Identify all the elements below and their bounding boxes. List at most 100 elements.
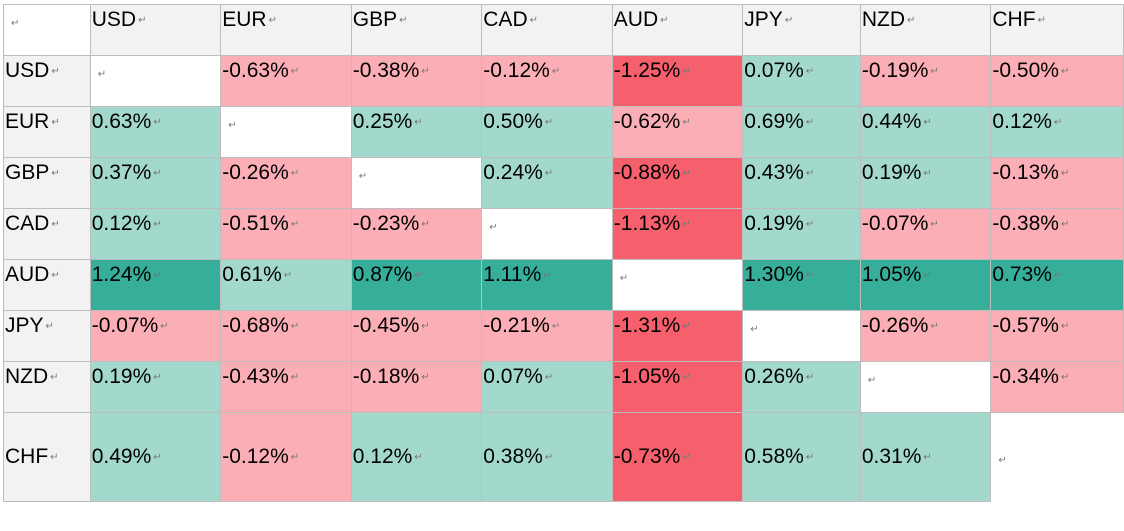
paragraph-mark: ↵	[930, 320, 939, 332]
table-cell: 0.73% ↵	[990, 259, 1124, 311]
paragraph-mark: ↵	[805, 65, 815, 77]
table-cell: 0.87% ↵	[350, 259, 483, 311]
table-cell: -0.57% ↵	[990, 310, 1124, 362]
row-header-cad: CAD ↵	[3, 208, 91, 260]
table-cell: 0.12% ↵	[350, 412, 483, 502]
table-cell: ↵	[481, 208, 613, 260]
paragraph-mark: ↵	[153, 451, 162, 463]
paragraph-mark: ↵	[544, 116, 554, 128]
table-cell: 0.44% ↵	[859, 106, 992, 158]
paragraph-mark: ↵	[268, 14, 277, 26]
table-cell: -0.63% ↵	[220, 55, 352, 107]
table-cell: ↵	[89, 55, 222, 107]
paragraph-mark: ↵	[930, 65, 939, 77]
paragraph-mark: ↵	[867, 375, 877, 386]
paragraph-mark: ↵	[1060, 320, 1070, 332]
table-row: GBP ↵ 0.37% ↵ -0.26% ↵ ↵ 0.24% ↵ -0.88% ↵ 0.43% ↵ 0.1…	[3, 157, 1124, 209]
table-cell: -0.18% ↵	[350, 361, 483, 413]
column-header-usd: USD ↵	[89, 4, 222, 56]
table-cell: -0.07% ↵	[89, 310, 222, 362]
column-header-jpy: JPY ↵	[742, 4, 861, 56]
paragraph-mark: ↵	[153, 116, 162, 128]
paragraph-mark: ↵	[544, 167, 554, 179]
paragraph-mark: ↵	[421, 320, 430, 332]
paragraph-mark: ↵	[660, 14, 669, 26]
paragraph-mark: ↵	[682, 116, 691, 128]
paragraph-mark: ↵	[138, 14, 147, 26]
paragraph-mark: ↵	[51, 269, 60, 281]
paragraph-mark: ↵	[923, 451, 932, 463]
column-header-eur: EUR ↵	[220, 4, 352, 56]
table-cell: 0.07% ↵	[481, 361, 613, 413]
paragraph-mark: ↵	[290, 320, 300, 332]
paragraph-mark: ↵	[551, 320, 561, 332]
paragraph-mark: ↵	[153, 167, 162, 179]
table-cell: -0.12% ↵	[220, 412, 352, 502]
table-cell: 1.30% ↵	[742, 259, 861, 311]
paragraph-mark: ↵	[45, 320, 54, 332]
paragraph-mark: ↵	[682, 167, 691, 179]
paragraph-mark: ↵	[923, 167, 932, 179]
paragraph-mark: ↵	[358, 171, 368, 182]
table-cell: ↵	[742, 310, 861, 362]
paragraph-mark: ↵	[998, 455, 1007, 467]
paragraph-mark: ↵	[784, 14, 794, 26]
table-cell: 0.61% ↵	[220, 259, 352, 311]
table-cell: 0.19% ↵	[742, 208, 861, 260]
table-cell: 0.25% ↵	[350, 106, 483, 158]
table-cell: -0.43% ↵	[220, 361, 352, 413]
table-cell: -0.62% ↵	[611, 106, 744, 158]
table-cell: -0.13% ↵	[990, 157, 1124, 209]
table-cell: 0.19% ↵	[89, 361, 222, 413]
paragraph-mark: ↵	[923, 116, 932, 128]
paragraph-mark: ↵	[682, 451, 691, 463]
paragraph-mark: ↵	[290, 65, 300, 77]
paragraph-mark: ↵	[51, 116, 60, 128]
table-cell: -1.05% ↵	[611, 361, 744, 413]
table-cell: 1.11% ↵	[481, 259, 613, 311]
table-cell: -0.51% ↵	[220, 208, 352, 260]
paragraph-mark: ↵	[51, 167, 60, 179]
row-header-eur: EUR ↵	[3, 106, 91, 158]
paragraph-mark: ↵	[399, 14, 408, 26]
paragraph-mark: ↵	[750, 324, 759, 335]
row-header-jpy: JPY ↵	[3, 310, 91, 362]
table-cell: -0.19% ↵	[859, 55, 992, 107]
table-cell: 0.38% ↵	[481, 412, 613, 502]
paragraph-mark: ↵	[153, 371, 162, 383]
paragraph-mark: ↵	[153, 218, 162, 230]
table-cell: ↵	[859, 361, 992, 413]
table-cell: -0.26% ↵	[859, 310, 992, 362]
paragraph-mark: ↵	[529, 14, 538, 26]
paragraph-mark: ↵	[1060, 167, 1070, 179]
paragraph-mark: ↵	[421, 65, 430, 77]
header-row: ↵ USD ↵ EUR ↵ GBP ↵ CAD ↵ AUD ↵ JPY ↵ NZD ↵ CHF ↵	[3, 4, 1124, 56]
paragraph-mark: ↵	[805, 371, 815, 383]
paragraph-mark: ↵	[1060, 371, 1070, 383]
paragraph-mark: ↵	[153, 269, 162, 281]
column-header-chf: CHF ↵	[990, 4, 1124, 56]
table-cell: -0.38% ↵	[350, 55, 483, 107]
table-cell: ↵	[990, 412, 1124, 502]
table-cell: -0.26% ↵	[220, 157, 352, 209]
table-cell: 0.24% ↵	[481, 157, 613, 209]
column-header-cad: CAD ↵	[481, 4, 613, 56]
paragraph-mark: ↵	[682, 218, 691, 230]
table-cell: 0.49% ↵	[89, 412, 222, 502]
paragraph-mark: ↵	[290, 451, 300, 463]
table-cell: 0.19% ↵	[859, 157, 992, 209]
table-cell: 0.69% ↵	[742, 106, 861, 158]
table-cell: -0.07% ↵	[859, 208, 992, 260]
table-cell: -0.12% ↵	[481, 55, 613, 107]
currency-strength-table: ↵ USD ↵ EUR ↵ GBP ↵ CAD ↵ AUD ↵ JPY ↵ NZD ↵ CHF ↵ USD ↵ ↵ -0…	[3, 4, 1124, 502]
table-cell: -0.88% ↵	[611, 157, 744, 209]
paragraph-mark: ↵	[551, 65, 561, 77]
paragraph-mark: ↵	[682, 65, 691, 77]
paragraph-mark: ↵	[283, 269, 293, 281]
paragraph-mark: ↵	[907, 14, 916, 26]
paragraph-mark: ↵	[421, 371, 430, 383]
paragraph-mark: ↵	[544, 371, 554, 383]
paragraph-mark: ↵	[543, 269, 552, 281]
table-row: NZD ↵ 0.19% ↵ -0.43% ↵ -0.18% ↵ 0.07% ↵ -1.05% ↵ 0.2…	[3, 361, 1124, 413]
table-cell: 0.37% ↵	[89, 157, 222, 209]
